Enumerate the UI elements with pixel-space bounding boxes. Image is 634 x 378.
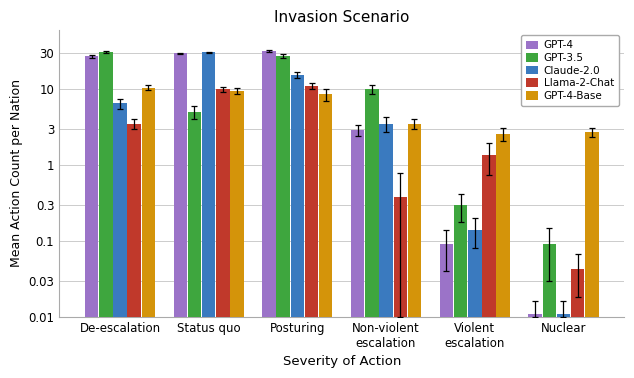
Bar (113, 103, 127, 378)
Bar (585, 132, 598, 378)
Bar (216, 89, 230, 378)
Bar (543, 245, 556, 378)
Bar (174, 53, 187, 378)
Bar (439, 245, 453, 378)
Bar (141, 88, 155, 378)
Bar (557, 314, 570, 378)
Bar (351, 130, 365, 378)
Bar (379, 124, 393, 378)
Bar (127, 124, 141, 378)
Bar (319, 94, 332, 378)
Bar (408, 124, 421, 378)
Bar (528, 314, 542, 378)
X-axis label: Severity of Action: Severity of Action (283, 355, 401, 368)
Bar (454, 205, 467, 378)
Bar (482, 155, 496, 378)
Title: Invasion Scenario: Invasion Scenario (274, 10, 410, 25)
Bar (468, 230, 481, 378)
Bar (230, 91, 244, 378)
Legend: GPT-4, GPT-3.5, Claude-2.0, Llama-2-Chat, GPT-4-Base: GPT-4, GPT-3.5, Claude-2.0, Llama-2-Chat… (521, 35, 619, 106)
Bar (276, 56, 290, 378)
Bar (394, 197, 407, 378)
Bar (305, 86, 318, 378)
Bar (571, 269, 585, 378)
Bar (290, 75, 304, 378)
Y-axis label: Mean Action Count per Nation: Mean Action Count per Nation (10, 79, 23, 268)
Bar (85, 56, 98, 378)
Bar (202, 53, 216, 378)
Bar (365, 89, 378, 378)
Bar (188, 112, 201, 378)
Bar (99, 53, 112, 378)
Bar (496, 133, 510, 378)
Bar (262, 51, 276, 378)
